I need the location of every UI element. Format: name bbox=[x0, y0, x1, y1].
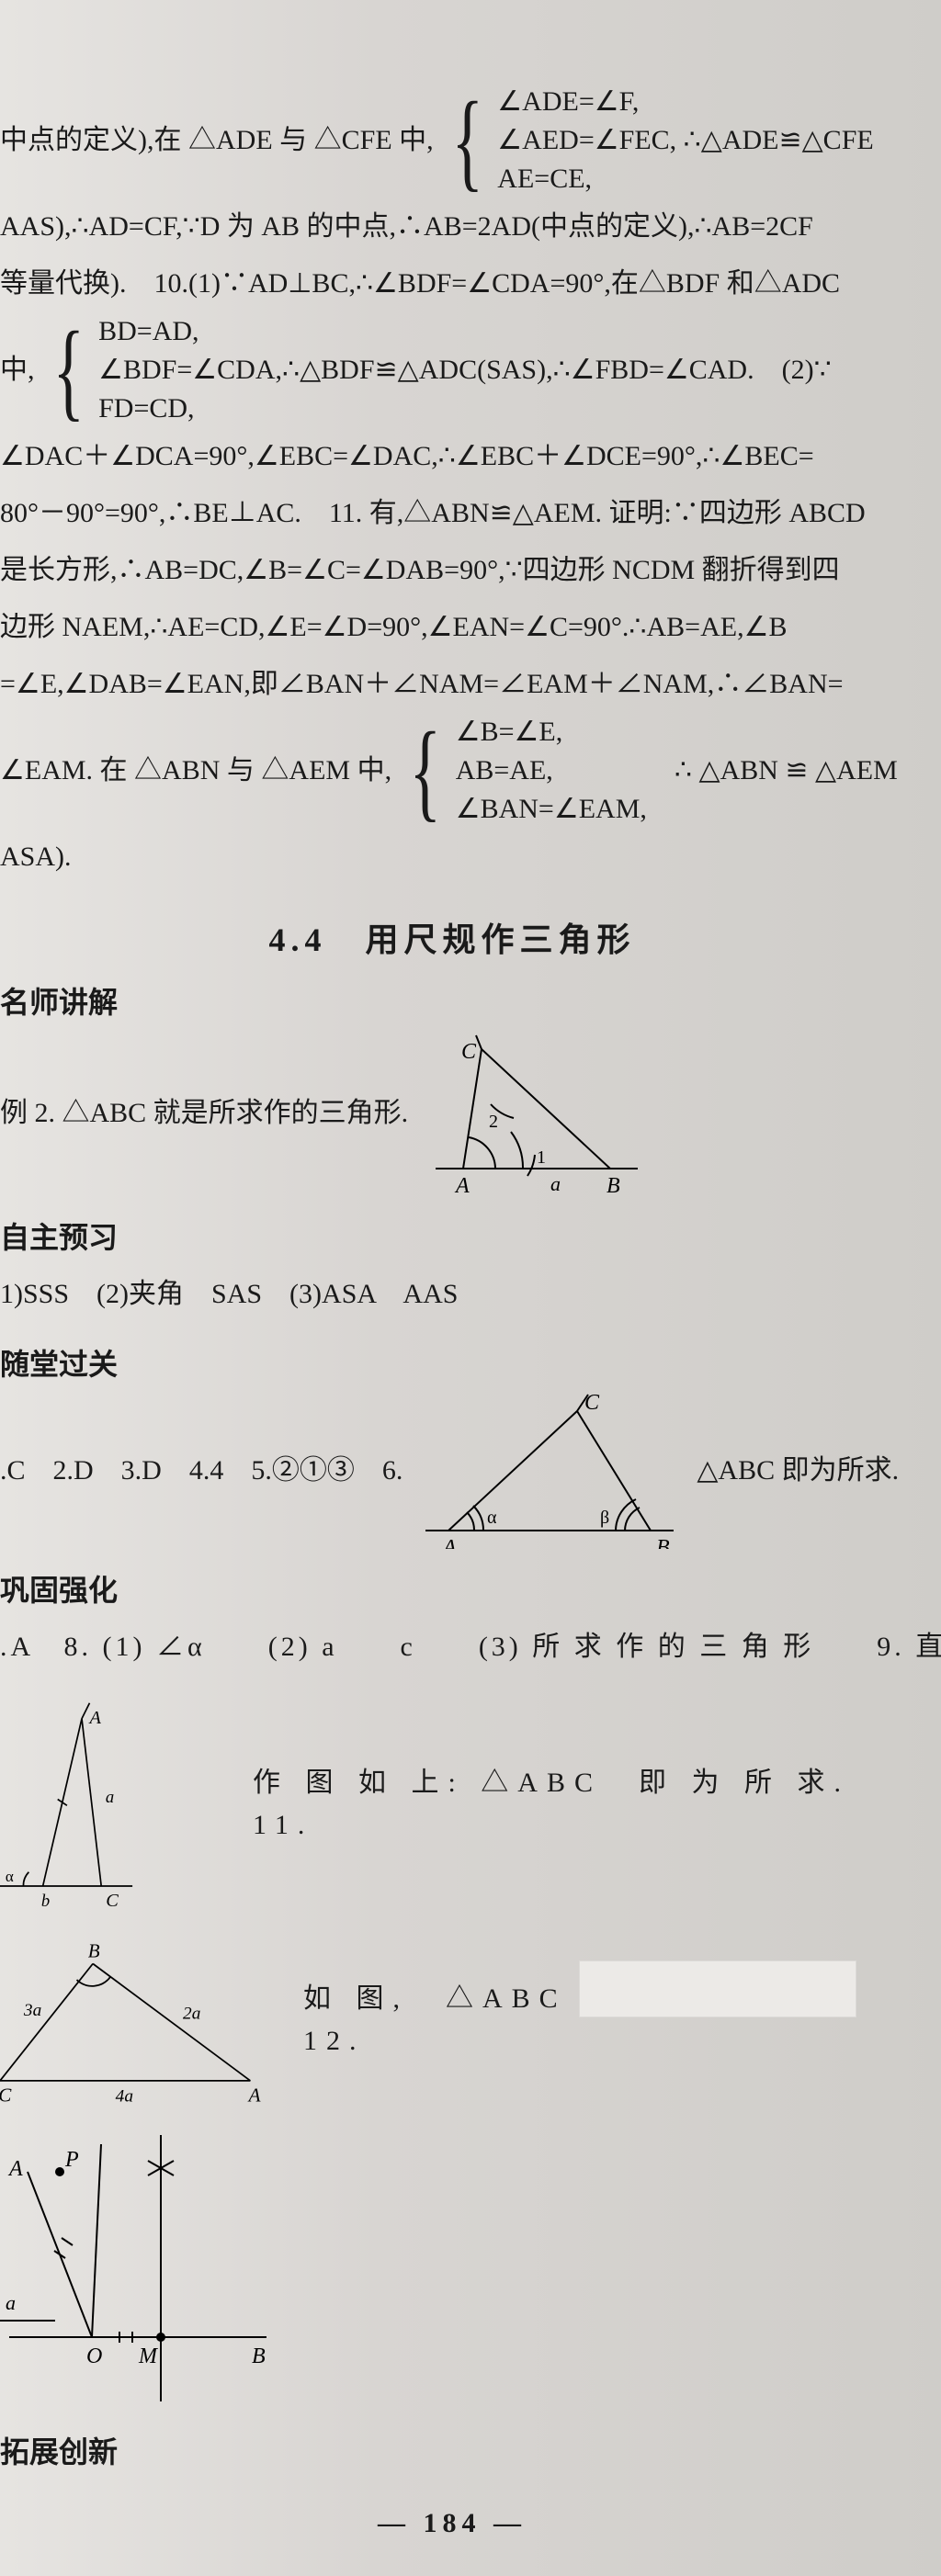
preview-answers: 1)SSS (2)夹角 SAS (3)ASA AAS bbox=[0, 1266, 904, 1323]
svg-text:3a: 3a bbox=[23, 2001, 41, 2020]
text: AAS),∴AD=CF,∵D 为 AB 的中点,∴AB=2AD(中点的定义),∴… bbox=[0, 198, 904, 255]
figure-12-row: O B M A Pa bbox=[0, 2117, 904, 2411]
subhead-class: 随堂过关 bbox=[0, 1341, 904, 1384]
svg-text:2a: 2a bbox=[183, 2005, 200, 2024]
brace-content: BD=AD, ∠BDF=∠CDA,∴△BDF≌△ADC(SAS),∴∠FBD=∠… bbox=[98, 312, 832, 428]
figure-10-text: 作 图 如 上: △ABC 即 为 所 求. 11. bbox=[253, 1762, 904, 1847]
figure-10-row: A Cb a α 作 图 如 上: △ABC 即 为 所 求. 11. bbox=[0, 1685, 904, 1924]
svg-text:M: M bbox=[138, 2344, 159, 2368]
svg-text:B: B bbox=[88, 1939, 100, 1961]
text: =∠E,∠DAB=∠EAN,即∠BAN＋∠NAM=∠EAM＋∠NAM,∴∠BAN… bbox=[0, 656, 904, 713]
text: ∠BAN=∠EAM, bbox=[456, 790, 647, 829]
subhead-preview: 自主预习 bbox=[0, 1215, 904, 1257]
svg-text:a: a bbox=[550, 1172, 561, 1195]
diagram-triangle-alpha-beta: A B Cα β bbox=[421, 1393, 678, 1549]
text: AB=AE, bbox=[456, 751, 647, 790]
subhead-teacher: 名师讲解 bbox=[0, 979, 904, 1022]
subhead-consolidate: 巩固强化 bbox=[0, 1567, 904, 1610]
text: ASA). bbox=[0, 829, 904, 886]
diagram-angle-construction: O B M A Pa bbox=[0, 2117, 276, 2411]
svg-text:A: A bbox=[247, 2085, 261, 2107]
text: 是长方形,∴AB=DC,∠B=∠C=∠DAB=90°,∵四边形 NCDM 翻折得… bbox=[0, 542, 904, 599]
brace-content: ∠B=∠E, AB=AE, ∠BAN=∠EAM, bbox=[456, 713, 647, 829]
class-answers-right: △ABC 即为所求. bbox=[697, 1450, 899, 1492]
svg-text:C: C bbox=[106, 1891, 119, 1911]
page: 中点的定义),在 △ADE 与 △CFE 中, { ∠ADE=∠F, ∠AED=… bbox=[0, 0, 941, 2576]
brace-block-3: ∠EAM. 在 △ABN 与 △AEM 中, { ∠B=∠E, AB=AE, ∠… bbox=[0, 713, 904, 829]
consolidate-line-1: .A 8. (1) ∠α (2) a c (3) 所 求 作 的 三 角 形 9… bbox=[0, 1619, 904, 1676]
svg-text:2: 2 bbox=[489, 1112, 498, 1132]
class-answers-row: .C 2.D 3.D 4.4 5.②①③ 6. A B Cα β △ABC 即为所求. bbox=[0, 1393, 904, 1549]
text: 边形 NAEM,∴AE=CD,∠E=∠D=90°,∠EAN=∠C=90°.∴AB… bbox=[0, 599, 904, 656]
figure-11-row: CAB3a2a4a 如 图, △ABC 即 为 所 求. 12. bbox=[0, 1933, 904, 2107]
svg-text:a: a bbox=[6, 2291, 16, 2314]
brace-block-1: 中点的定义),在 △ADE 与 △CFE 中, { ∠ADE=∠F, ∠AED=… bbox=[0, 83, 904, 198]
svg-text:α: α bbox=[487, 1508, 497, 1528]
svg-text:α: α bbox=[6, 1868, 14, 1885]
svg-text:B: B bbox=[656, 1536, 670, 1549]
svg-text:B: B bbox=[607, 1174, 620, 1196]
text: ∴ △ABN ≌ △AEM bbox=[675, 751, 898, 790]
text: 80°－90°=90°,∴BE⊥AC. 11. 有,△ABN≌△AEM. 证明:… bbox=[0, 485, 904, 542]
svg-text:C: C bbox=[584, 1393, 600, 1415]
subhead-extend: 拓展创新 bbox=[0, 2429, 904, 2471]
left-brace-icon: { bbox=[451, 99, 483, 182]
svg-text:β: β bbox=[600, 1508, 609, 1528]
svg-text:a: a bbox=[106, 1788, 114, 1807]
svg-text:O: O bbox=[86, 2344, 102, 2368]
text: ∠EAM. 在 △ABN 与 △AEM 中, bbox=[0, 751, 391, 790]
brace-block-2: 中, { BD=AD, ∠BDF=∠CDA,∴△BDF≌△ADC(SAS),∴∠… bbox=[0, 312, 904, 428]
diagram-triangle-a-b-alpha: A Cb a α bbox=[0, 1685, 179, 1924]
example-2-row: 例 2. △ABC 就是所求作的三角形. A B C 1 2 a bbox=[0, 1031, 904, 1196]
text: BD=AD, bbox=[98, 312, 832, 351]
text: FD=CD, bbox=[98, 390, 832, 428]
svg-text:A: A bbox=[87, 1708, 101, 1728]
redaction-box bbox=[579, 1960, 856, 2017]
text: AE=CE, bbox=[497, 160, 873, 198]
svg-text:4a: 4a bbox=[116, 2087, 133, 2107]
class-answers-left: .C 2.D 3.D 4.4 5.②①③ 6. bbox=[0, 1450, 402, 1492]
text: ∠BDF=∠CDA,∴△BDF≌△ADC(SAS),∴∠FBD=∠CAD. (2… bbox=[98, 351, 832, 390]
text: ∠AED=∠FEC, ∴△ADE≌△CFE bbox=[497, 121, 873, 160]
text: ∠DAC＋∠DCA=90°,∠EBC=∠DAC,∴∠EBC＋∠DCE=90°,∴… bbox=[0, 428, 904, 485]
svg-text:B: B bbox=[252, 2344, 266, 2368]
svg-text:b: b bbox=[41, 1892, 50, 1911]
svg-text:P: P bbox=[64, 2148, 79, 2172]
text: 中点的定义),在 △ADE 与 △CFE 中, bbox=[0, 121, 434, 160]
left-brace-icon: { bbox=[52, 329, 85, 412]
svg-text:A: A bbox=[454, 1174, 470, 1196]
svg-text:A: A bbox=[441, 1536, 457, 1549]
text: ∠B=∠E, bbox=[456, 713, 647, 751]
svg-text:1: 1 bbox=[537, 1147, 546, 1168]
svg-text:C: C bbox=[461, 1040, 477, 1064]
brace-content: ∠ADE=∠F, ∠AED=∠FEC, ∴△ADE≌△CFE AE=CE, bbox=[497, 83, 873, 198]
diagram-triangle-3a-2a-4a: C A B 3a 2a 4a bbox=[0, 1933, 266, 2107]
text: ∠ADE=∠F, bbox=[497, 83, 873, 121]
top-text-block: 中点的定义),在 △ADE 与 △CFE 中, { ∠ADE=∠F, ∠AED=… bbox=[0, 83, 904, 886]
text: 中, bbox=[0, 351, 35, 390]
example-2-text: 例 2. △ABC 就是所求作的三角形. bbox=[0, 1092, 408, 1135]
svg-text:C: C bbox=[0, 2085, 12, 2107]
section-title: 4.4 用尺规作三角形 bbox=[0, 913, 904, 961]
page-number: — 184 — bbox=[0, 2508, 904, 2539]
svg-text:A: A bbox=[7, 2157, 23, 2181]
left-brace-icon: { bbox=[410, 729, 442, 812]
diagram-triangle-construction-1: A B C 1 2 a bbox=[426, 1031, 647, 1196]
text: 等量代换). 10.(1)∵AD⊥BC,∴∠BDF=∠CDA=90°,在△BDF… bbox=[0, 255, 904, 312]
